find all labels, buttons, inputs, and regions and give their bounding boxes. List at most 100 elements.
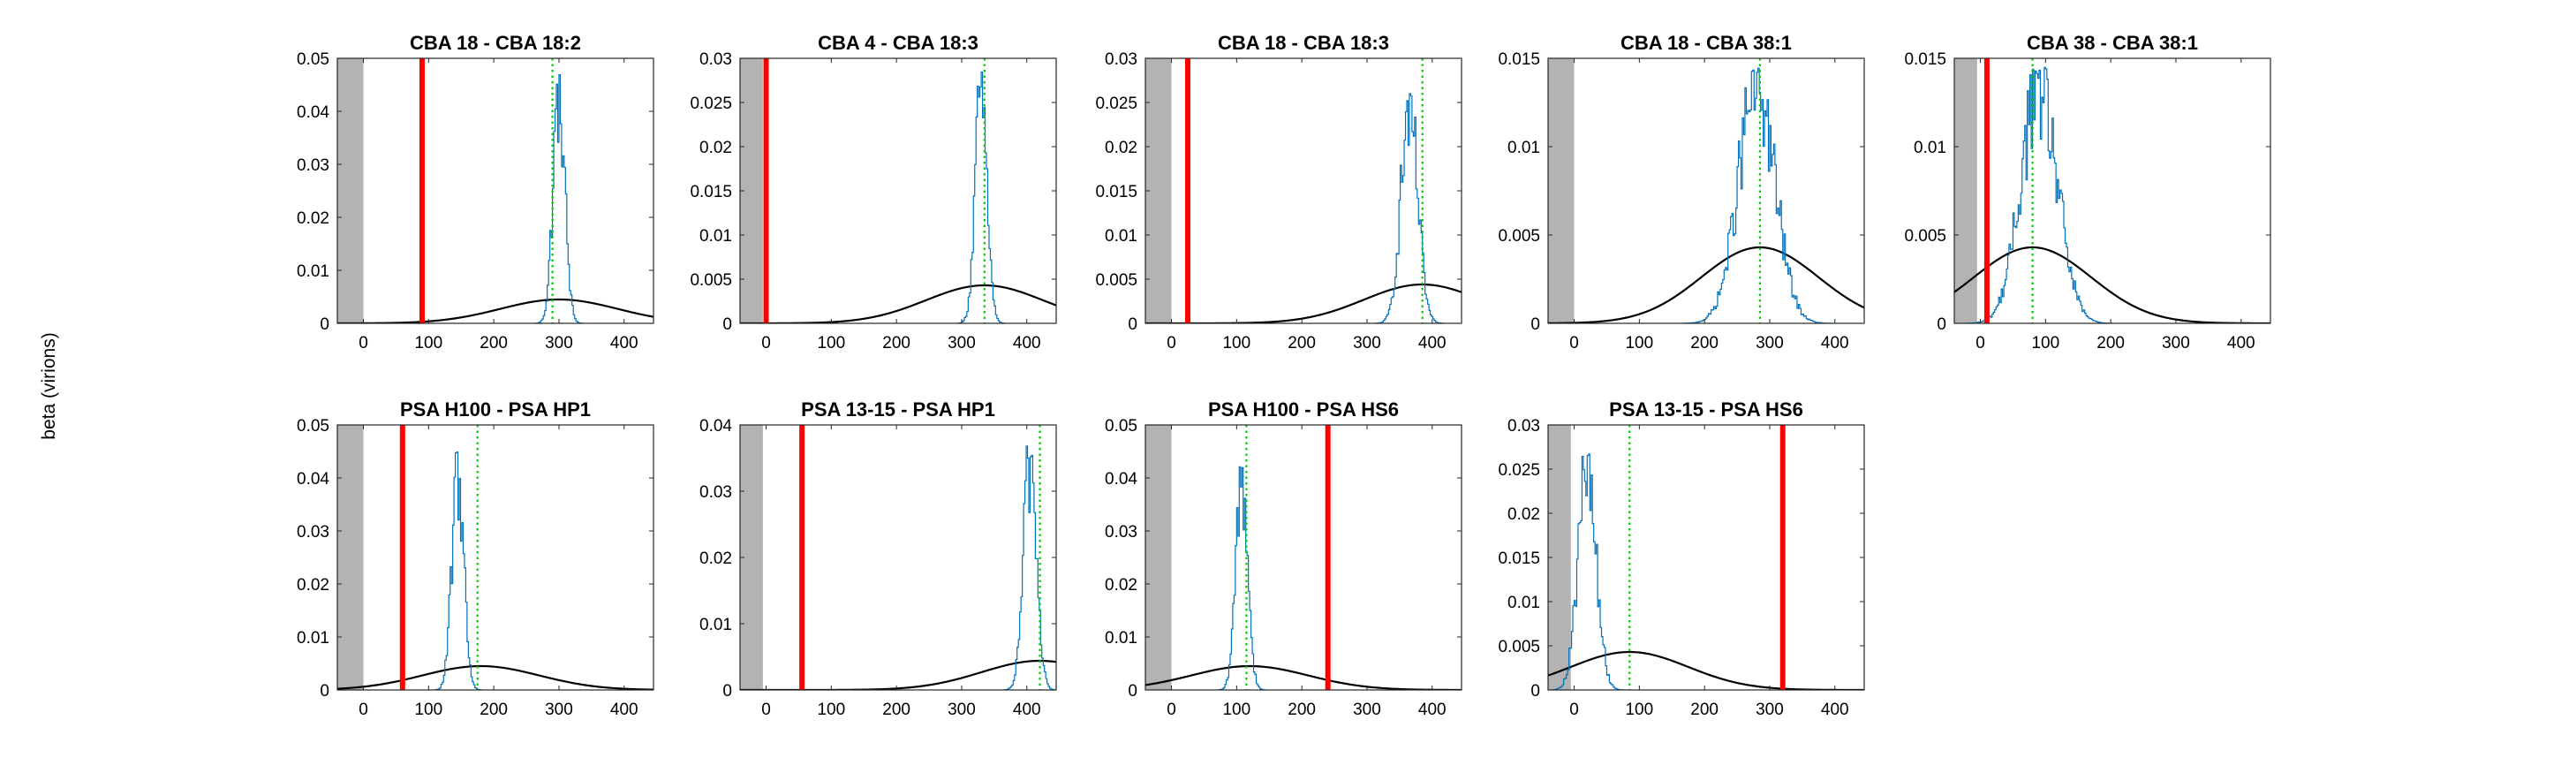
x-tick-label: 400 <box>1821 334 1849 352</box>
y-tick-label: 0.03 <box>297 156 329 175</box>
subplot-title: PSA 13-15 - PSA HS6 <box>1609 398 1803 421</box>
y-tick-label: 0.015 <box>1498 50 1540 69</box>
y-tick-label: 0.01 <box>297 262 329 281</box>
x-tick-label: 100 <box>414 701 442 719</box>
x-tick-label: 400 <box>1013 334 1041 352</box>
y-tick-label: 0.005 <box>1095 271 1137 290</box>
x-tick-label: 200 <box>1690 334 1719 352</box>
excluded-region <box>1548 58 1575 323</box>
y-tick-label: 0.05 <box>297 50 329 69</box>
subplot-2: 0 100 200 300 400 0 0.005 0.01 0.015 0.02 0.025 0.0… <box>690 32 1057 352</box>
x-tick-label: 100 <box>817 701 845 719</box>
posterior-histogram <box>534 73 585 323</box>
y-tick-label: 0.025 <box>1095 95 1137 113</box>
subplot-5: 0 100 200 300 400 0 0.005 0.01 0.015 CBA 38 - CBA… <box>1904 32 2271 352</box>
plot-content <box>337 425 653 690</box>
posterior-histogram <box>1003 445 1056 690</box>
y-tick-label: 0.04 <box>297 470 329 489</box>
x-tick-label: 400 <box>2227 334 2255 352</box>
y-tick-label: 0.02 <box>1105 576 1137 595</box>
x-tick-label: 200 <box>1288 701 1316 719</box>
x-tick-label: 0 <box>1569 701 1579 719</box>
x-tick-label: 400 <box>1418 334 1447 352</box>
y-tick-label: 0.005 <box>1498 227 1540 246</box>
subplot-9: 0 100 200 300 400 0 0.005 0.01 0.015 0.02 0.025 0.0… <box>1498 398 1865 719</box>
excluded-region <box>337 58 364 323</box>
prior-curve <box>1548 246 1864 323</box>
y-tick-label: 0.01 <box>1507 139 1540 157</box>
y-tick-label: 0.03 <box>699 50 732 69</box>
plot-content <box>1548 58 1864 323</box>
x-tick-label: 100 <box>1625 334 1653 352</box>
y-tick-label: 0.02 <box>297 576 329 595</box>
y-tick-label: 0.05 <box>297 417 329 436</box>
subplot-6: 0 100 200 300 400 0 0.01 0.02 0.03 0.04 0.05 PSA H1… <box>297 398 654 719</box>
x-tick-label: 300 <box>1756 701 1784 719</box>
axes-box <box>336 424 654 691</box>
x-tick-label: 0 <box>1975 334 1985 352</box>
x-tick-label: 300 <box>948 334 976 352</box>
plot-area <box>1548 58 1864 323</box>
y-tick-label: 0.04 <box>699 417 732 436</box>
plot-content <box>1145 425 1462 690</box>
plot-area <box>337 58 653 323</box>
posterior-histogram <box>434 451 483 690</box>
subplot-3: 0 100 200 300 400 0 0.005 0.01 0.015 0.02 0.025 0.0… <box>1095 32 1462 352</box>
plot-area <box>740 58 1056 323</box>
subplot-4: 0 100 200 300 400 0 0.005 0.01 0.015 CBA 18 - CBA… <box>1498 32 1865 352</box>
x-tick-label: 300 <box>1353 334 1381 352</box>
x-tick-label: 400 <box>1013 701 1041 719</box>
y-tick-label: 0.02 <box>1105 139 1137 157</box>
y-tick-label: 0.01 <box>1105 227 1137 246</box>
x-tick-label: 300 <box>2162 334 2190 352</box>
x-tick-label: 0 <box>761 701 771 719</box>
x-tick-label: 100 <box>2031 334 2059 352</box>
x-tick-label: 0 <box>359 701 368 719</box>
y-tick-label: 0.01 <box>1914 139 1946 157</box>
x-tick-label: 100 <box>1222 334 1250 352</box>
plot-content <box>740 425 1056 690</box>
x-tick-label: 100 <box>1625 701 1653 719</box>
axes-box <box>336 57 654 324</box>
plot-area <box>337 425 653 690</box>
y-tick-label: 0.01 <box>699 227 732 246</box>
posterior-histogram <box>1218 466 1267 690</box>
x-tick-label: 0 <box>761 334 771 352</box>
axes-box <box>1953 57 2271 324</box>
subplot-title: CBA 38 - CBA 38:1 <box>2027 32 2198 54</box>
y-tick-label: 0.03 <box>1105 523 1137 542</box>
x-tick-label: 200 <box>882 701 910 719</box>
x-tick-label: 300 <box>545 334 573 352</box>
y-tick-label: 0.015 <box>690 183 732 201</box>
y-tick-label: 0.015 <box>1498 549 1540 568</box>
subplot-title: CBA 18 - CBA 38:1 <box>1620 32 1792 54</box>
posterior-histogram <box>956 71 1007 323</box>
x-tick-label: 100 <box>414 334 442 352</box>
subplot-7: 0 100 200 300 400 0 0.01 0.02 0.03 0.04 PSA 13-15 … <box>699 398 1057 719</box>
y-tick-label: 0 <box>320 315 329 334</box>
plot-area <box>1145 425 1462 690</box>
x-tick-label: 200 <box>2096 334 2125 352</box>
y-tick-label: 0.005 <box>1904 227 1946 246</box>
subplot-title: CBA 18 - CBA 18:3 <box>1218 32 1389 54</box>
subplot-grid: 0 100 200 300 400 0 0.01 0.02 0.03 0.04 0.05 CBA 18… <box>297 32 2271 719</box>
subplot-title: CBA 18 - CBA 18:2 <box>410 32 581 54</box>
plot-area <box>1548 425 1864 690</box>
plot-area <box>1145 58 1462 323</box>
plot-content <box>337 58 653 323</box>
y-tick-label: 0.02 <box>699 139 732 157</box>
x-tick-label: 100 <box>1222 701 1250 719</box>
y-tick-label: 0 <box>320 682 329 701</box>
y-tick-label: 0.03 <box>699 483 732 502</box>
y-tick-label: 0 <box>1128 315 1137 334</box>
x-tick-label: 300 <box>1756 334 1784 352</box>
excluded-region <box>337 425 364 690</box>
prior-curve <box>1145 664 1462 690</box>
y-axis-label: beta (virions) <box>39 332 59 439</box>
x-tick-label: 0 <box>359 334 368 352</box>
x-tick-label: 200 <box>480 334 508 352</box>
y-tick-label: 0 <box>722 315 732 334</box>
y-tick-label: 0 <box>1128 682 1137 701</box>
y-tick-label: 0 <box>722 682 732 701</box>
